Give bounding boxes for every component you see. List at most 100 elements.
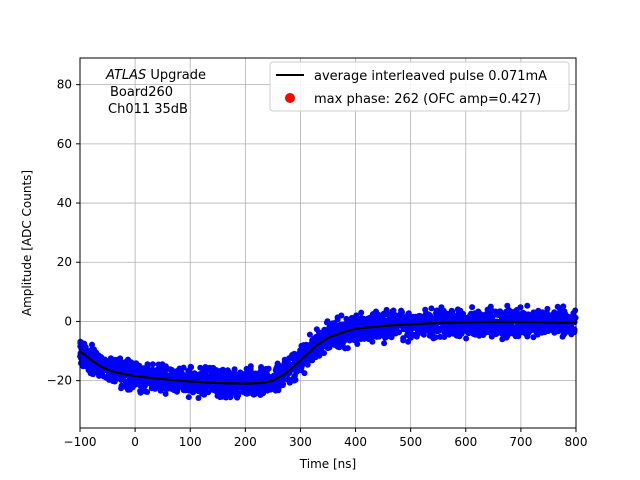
scatter-point xyxy=(459,327,466,334)
scatter-point xyxy=(490,326,497,333)
legend-entry-max-phase: max phase: 262 (OFC amp=0.427) xyxy=(314,92,541,107)
scatter-point xyxy=(182,382,189,389)
scatter-point xyxy=(90,365,97,372)
scatter-point xyxy=(162,390,169,397)
scatter-point xyxy=(557,308,564,315)
scatter-point xyxy=(143,370,150,377)
scatter-point xyxy=(453,332,460,339)
scatter-point xyxy=(529,314,536,321)
scatter-point xyxy=(404,316,410,322)
scatter-point xyxy=(331,320,338,326)
scatter-point xyxy=(172,386,179,392)
atlas-label: ATLAS xyxy=(105,68,146,83)
scatter-point xyxy=(306,331,313,338)
y-tick-label: −20 xyxy=(47,374,72,388)
scatter-point xyxy=(463,335,470,342)
scatter-point xyxy=(144,362,151,369)
scatter-point xyxy=(390,329,397,336)
scatter-point xyxy=(392,319,398,326)
legend: average interleaved pulse 0.071mA max ph… xyxy=(269,61,570,112)
scatter-point xyxy=(514,325,521,332)
scatter-point xyxy=(520,311,527,317)
scatter-point xyxy=(220,369,227,376)
scatter-point xyxy=(217,394,224,401)
scatter-point xyxy=(572,307,579,314)
scatter-point xyxy=(212,387,219,394)
scatter-point xyxy=(561,330,568,337)
board-label: Board260 xyxy=(110,85,173,100)
scatter-point xyxy=(442,310,449,317)
scatter-point xyxy=(304,361,311,368)
scatter-point xyxy=(118,377,125,383)
scatter-point xyxy=(226,369,233,376)
scatter-point xyxy=(353,314,360,321)
scatter-point xyxy=(131,362,138,369)
scatter-point xyxy=(201,391,208,398)
legend-marker-swatch xyxy=(285,93,295,103)
scatter-point xyxy=(541,329,548,336)
y-axis: −20 0 20 40 60 80 xyxy=(47,78,80,388)
scatter-point xyxy=(405,338,412,345)
scatter-point xyxy=(552,324,559,331)
scatter-point xyxy=(297,350,304,356)
scatter-point xyxy=(480,332,487,338)
scatter-point xyxy=(383,308,390,315)
scatter-point xyxy=(142,388,149,395)
scatter-point xyxy=(217,383,224,390)
scatter-point xyxy=(223,394,229,401)
scatter-point xyxy=(149,361,156,368)
legend-entry-average-pulse: average interleaved pulse 0.071mA xyxy=(314,69,547,84)
scatter-point xyxy=(100,373,107,380)
x-tick-label: 0 xyxy=(131,435,139,449)
x-tick-label: 800 xyxy=(565,435,588,449)
scatter-point xyxy=(213,370,220,377)
scatter-point xyxy=(207,373,214,380)
scatter-point xyxy=(153,383,160,390)
x-axis: −100 0 100 200 300 400 500 600 700 800 xyxy=(64,428,588,449)
scatter-point xyxy=(98,354,105,360)
scatter-point xyxy=(469,325,476,332)
scatter-point xyxy=(321,350,327,357)
x-tick-label: 200 xyxy=(234,435,257,449)
scatter-point xyxy=(361,335,368,342)
scatter-point xyxy=(495,310,502,317)
scatter-point xyxy=(449,308,456,315)
scatter-point xyxy=(310,336,317,343)
scatter-point xyxy=(358,309,365,316)
scatter-point xyxy=(520,327,527,334)
scatter-point xyxy=(547,323,554,330)
scatter-point xyxy=(543,309,550,316)
scatter-point xyxy=(375,317,382,323)
scatter-point xyxy=(538,313,545,320)
scatter-point xyxy=(534,331,541,338)
scatter-point xyxy=(400,337,407,344)
scatter-point xyxy=(133,368,140,375)
scatter-point xyxy=(234,374,240,380)
scatter-point xyxy=(560,303,567,310)
scatter-point xyxy=(186,367,193,374)
scatter-point xyxy=(341,336,348,342)
scatter-point xyxy=(354,341,361,347)
scatter-point xyxy=(368,315,375,321)
scatter-point xyxy=(569,327,576,334)
scatter-point xyxy=(551,329,558,336)
scatter-point xyxy=(343,315,350,322)
x-tick-label: 100 xyxy=(179,435,202,449)
scatter-point xyxy=(363,319,370,326)
scatter-point xyxy=(407,330,414,337)
x-tick-label: 500 xyxy=(399,435,422,449)
scatter-point xyxy=(196,371,203,378)
scatter-point xyxy=(267,382,274,389)
scatter-point xyxy=(116,366,123,373)
scatter-point xyxy=(149,370,156,377)
atlas-annotation: ATLAS Upgrade Board260 Ch011 35dB xyxy=(105,68,206,117)
channel-label: Ch011 35dB xyxy=(108,102,188,117)
scatter-point xyxy=(264,372,271,379)
scatter-point xyxy=(367,331,374,338)
scatter-point xyxy=(159,364,166,371)
scatter-point xyxy=(517,304,524,311)
scatter-point xyxy=(234,394,241,401)
scatter-point xyxy=(337,340,344,347)
series-lines xyxy=(79,320,577,385)
